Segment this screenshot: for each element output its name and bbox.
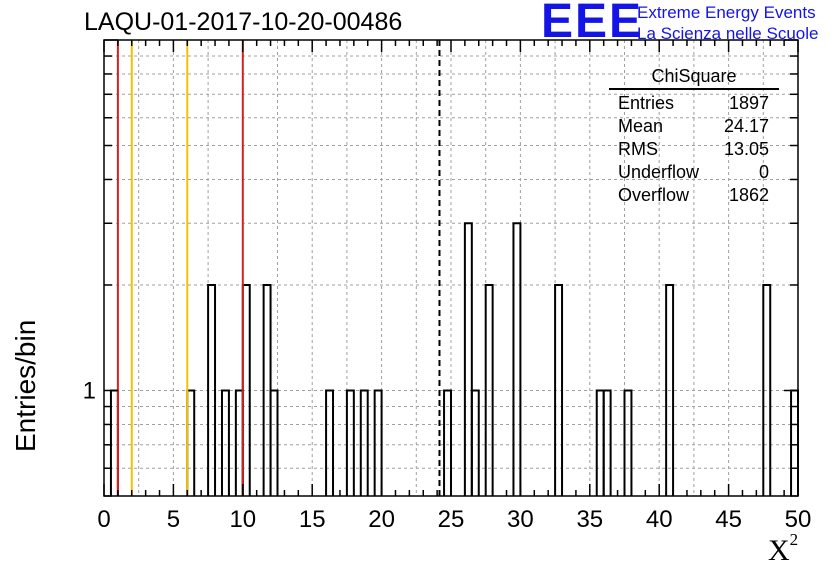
stats-value: 1862 <box>728 185 769 205</box>
y-tick-label: 1 <box>83 377 96 404</box>
stats-value: 1897 <box>728 93 769 113</box>
stats-row: Entries 1897 <box>609 92 779 115</box>
stats-label: Mean <box>618 116 664 136</box>
x-tick-label: 30 <box>507 506 534 533</box>
stats-value: 13.05 <box>723 139 769 159</box>
x-tick-label: 40 <box>646 506 673 533</box>
stats-row: Overflow 1862 <box>609 184 779 207</box>
histogram-bin <box>762 283 772 496</box>
stats-title: ChiSquare <box>609 66 779 90</box>
x-tick-label: 0 <box>97 506 110 533</box>
logo-line-2: La Scienza nelle Scuole <box>637 24 819 43</box>
stats-row: Underflow 0 <box>609 161 779 184</box>
stats-row: Mean 24.17 <box>609 115 779 138</box>
stats-label: RMS <box>618 139 658 159</box>
histogram-bin <box>623 389 633 496</box>
histogram-bin <box>443 389 452 496</box>
histogram-bin <box>512 222 522 496</box>
histogram-bin <box>484 283 494 496</box>
histogram-bin <box>463 222 473 496</box>
stats-rows: Entries 1897 Mean 24.17 RMS 13.05 Underflow 0 Ov… <box>609 92 779 207</box>
x-axis-label-base: X <box>768 534 790 567</box>
histogram-bin <box>602 389 612 496</box>
histogram-bin <box>220 389 230 496</box>
chart-title: LAQU-01-2017-10-20-00486 <box>84 8 403 36</box>
histogram-bin <box>207 283 217 496</box>
x-tick-label: 15 <box>299 506 326 533</box>
stats-box: ChiSquare Entries 1897 Mean 24.17 RMS 13.05 Un… <box>609 66 779 207</box>
histogram-bin <box>359 389 369 496</box>
logo-mark: EEE <box>541 0 644 48</box>
stats-row: RMS 13.05 <box>609 138 779 161</box>
histogram-bin <box>269 389 279 496</box>
x-tick-label: 50 <box>785 506 812 533</box>
histogram-bin <box>373 389 383 496</box>
stats-label: Entries <box>618 93 675 113</box>
x-axis-label: X2 <box>768 530 798 568</box>
x-tick-label: 20 <box>368 506 395 533</box>
histogram-bin <box>325 389 335 496</box>
x-tick-label: 45 <box>715 506 742 533</box>
stats-label: Overflow <box>618 185 690 205</box>
logo-text: Extreme Energy Events La Scienza nelle S… <box>637 2 818 44</box>
x-tick-label: 25 <box>438 506 465 533</box>
stats-value: 24.17 <box>723 116 769 136</box>
x-tick-label: 10 <box>229 506 256 533</box>
stats-value: 0 <box>758 162 769 182</box>
histogram-bin <box>554 283 564 496</box>
stats-label: Underflow <box>618 162 700 182</box>
logo-line-1: Extreme Energy Events <box>637 3 816 22</box>
histogram-bin <box>470 389 480 496</box>
histogram-bin <box>665 283 675 496</box>
x-tick-label: 5 <box>167 506 180 533</box>
x-axis-label-superscript: 2 <box>789 530 799 549</box>
histogram-bin <box>345 389 355 496</box>
x-tick-label: 35 <box>576 506 603 533</box>
